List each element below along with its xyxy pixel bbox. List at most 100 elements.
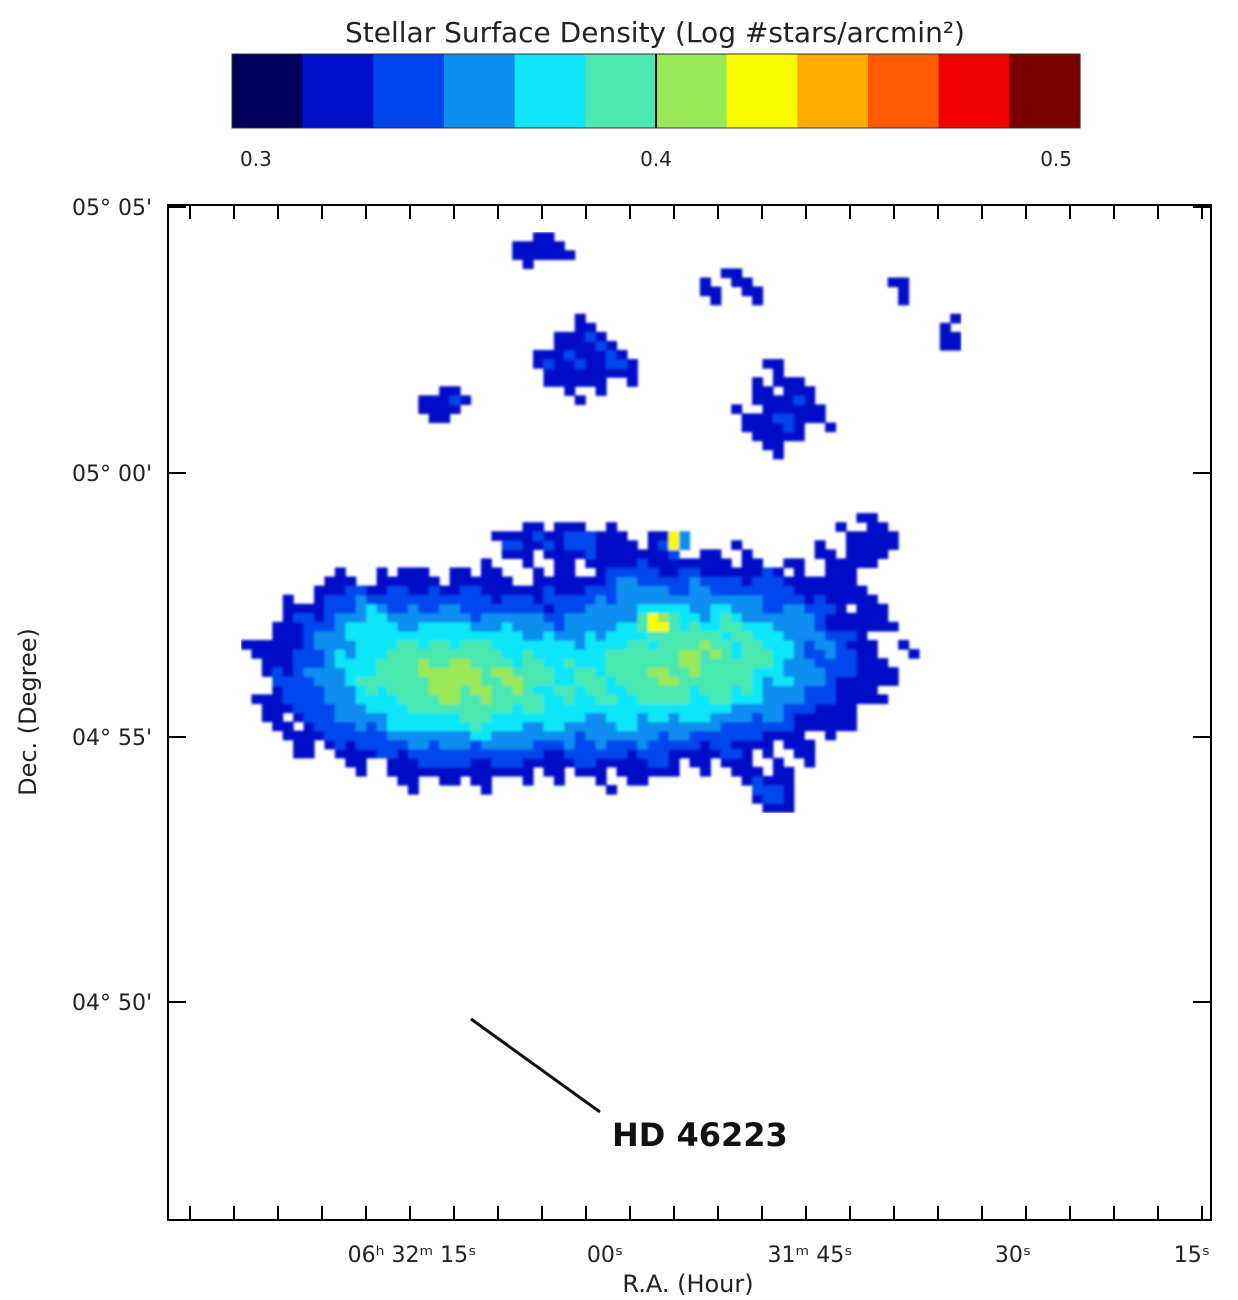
density-cell xyxy=(512,658,524,668)
x-tick-label: 30ˢ xyxy=(995,1243,1031,1268)
density-cell xyxy=(637,739,649,750)
density-cell xyxy=(397,640,419,650)
density-cell xyxy=(783,703,816,714)
density-cell xyxy=(397,621,419,632)
density-cell xyxy=(762,640,795,650)
density-cell xyxy=(553,540,565,550)
density-cell xyxy=(804,603,837,614)
density-cell xyxy=(595,630,607,641)
density-cell xyxy=(397,775,419,786)
density-cell xyxy=(574,766,607,777)
density-cell xyxy=(762,748,774,759)
density-cell xyxy=(355,721,367,732)
density-cell xyxy=(689,667,701,677)
density-cell xyxy=(731,685,743,695)
density-cell xyxy=(731,404,743,415)
density-cell xyxy=(595,567,607,578)
density-cell xyxy=(334,658,378,668)
density-cell xyxy=(606,658,680,668)
density-cell xyxy=(366,603,378,614)
density-cell xyxy=(564,531,597,541)
density-cell xyxy=(647,712,670,723)
density-cell xyxy=(606,567,659,578)
density-cell xyxy=(710,694,732,705)
density-cell xyxy=(668,748,722,759)
density-cell xyxy=(314,640,357,650)
density-cell xyxy=(793,676,826,686)
density-cell xyxy=(595,594,607,605)
density-cell xyxy=(585,585,618,596)
density-cell xyxy=(564,658,576,668)
density-cell xyxy=(533,685,555,695)
density-cell xyxy=(470,730,492,741)
density-cell xyxy=(668,712,680,723)
density-cell xyxy=(366,585,388,596)
density-cell xyxy=(626,685,691,695)
density-cell xyxy=(637,558,649,569)
density-cell xyxy=(345,649,357,659)
density-cell xyxy=(710,640,732,650)
density-cell xyxy=(606,359,628,369)
density-cell xyxy=(783,422,795,433)
density-cell xyxy=(793,422,805,433)
density-cell xyxy=(699,567,764,578)
density-cell xyxy=(720,649,732,659)
density-cell xyxy=(856,667,899,677)
density-cell xyxy=(501,540,524,550)
density-cell xyxy=(731,277,753,288)
density-cell xyxy=(689,685,701,695)
density-cell xyxy=(533,232,555,242)
density-cell xyxy=(741,576,753,587)
density-cell xyxy=(314,612,326,623)
density-cell xyxy=(491,685,513,695)
density-cell xyxy=(793,748,816,759)
density-cell xyxy=(428,685,461,695)
density-cell xyxy=(355,649,388,659)
density-cell xyxy=(731,603,764,614)
density-cell xyxy=(355,694,399,705)
density-cell xyxy=(626,775,649,786)
density-cell xyxy=(574,658,607,668)
density-cell xyxy=(689,694,711,705)
density-cell xyxy=(616,721,638,732)
density-cell xyxy=(491,594,503,605)
density-cell xyxy=(835,640,847,650)
density-cell xyxy=(606,630,649,641)
density-cell xyxy=(731,766,764,777)
y-tick-label: 05° 05' xyxy=(72,196,152,221)
density-cell xyxy=(345,739,357,750)
density-cell xyxy=(501,649,524,659)
density-cell xyxy=(334,748,378,759)
density-cell xyxy=(668,585,691,596)
density-cell xyxy=(543,585,555,596)
density-cell xyxy=(720,612,732,623)
density-cell xyxy=(720,621,743,632)
density-cell xyxy=(825,649,837,659)
density-cell xyxy=(564,386,576,396)
density-cell xyxy=(418,621,472,632)
x-tick-labels: 06ʰ 32ᵐ 15ˢ 00ˢ 31ᵐ 45ˢ 30ˢ 15ˢ xyxy=(348,1243,1210,1268)
density-cell xyxy=(376,748,399,759)
density-cell xyxy=(762,404,826,415)
density-cell xyxy=(355,739,409,750)
density-cell xyxy=(574,757,597,768)
density-cell xyxy=(606,785,618,795)
density-cell xyxy=(543,603,555,614)
density-cell xyxy=(731,630,753,641)
density-cell xyxy=(470,685,492,695)
density-cell xyxy=(772,766,795,777)
density-cell xyxy=(752,794,764,804)
density-cell xyxy=(939,322,951,333)
density-cell xyxy=(856,649,878,659)
density-cell xyxy=(689,730,764,741)
density-cell xyxy=(783,785,795,795)
density-cell xyxy=(387,585,409,596)
density-cell xyxy=(606,522,618,532)
density-cell xyxy=(825,676,837,686)
density-cell xyxy=(491,640,576,650)
density-cell xyxy=(366,703,409,714)
density-cell xyxy=(543,721,565,732)
density-cell xyxy=(616,585,670,596)
density-cell xyxy=(387,757,419,768)
density-cell xyxy=(512,703,524,714)
